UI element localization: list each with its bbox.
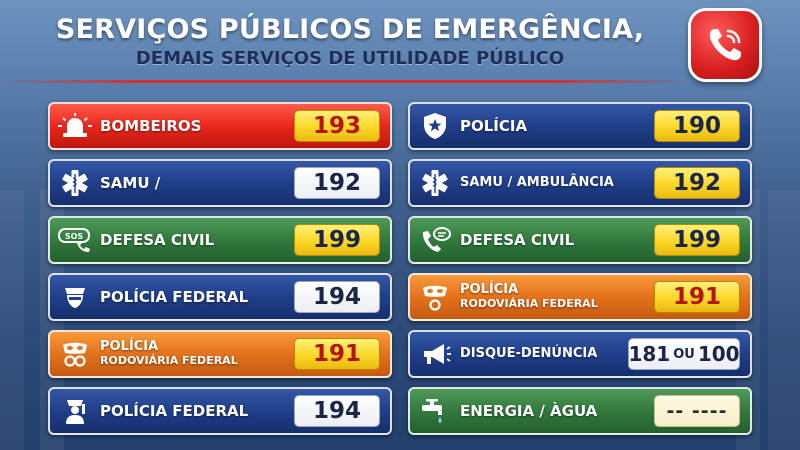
card-policia-federal[interactable]: POLÍCIA FEDERAL 194 <box>48 273 392 321</box>
card-label: ENERGIA / ÀGUA <box>460 401 598 420</box>
number-a: 181 <box>628 342 671 366</box>
card-label: DEFESA CIVIL <box>460 230 575 249</box>
card-label-line2: RODOVIÁRIA FEDERAL <box>100 354 238 367</box>
number-separator: OU <box>673 346 695 362</box>
page-title: SERVIÇOS PÚBLICOS DE EMERGÊNCIA, <box>55 14 645 45</box>
card-disque-denuncia[interactable]: DISQUE-DENÚNCIA 181 OU 100 <box>408 330 752 378</box>
card-label: POLÍCIA <box>460 116 528 135</box>
emergency-number[interactable]: 181 OU 100 <box>628 338 740 370</box>
emergency-number[interactable]: -- ---- <box>654 395 740 427</box>
mask-handcuffs-icon <box>63 342 87 367</box>
emergency-number[interactable]: 199 <box>294 224 380 256</box>
emergency-number[interactable]: 192 <box>654 167 740 199</box>
emergency-number[interactable]: 194 <box>294 281 380 313</box>
card-label-line2: RODOVIÁRIA FEDERAL <box>460 297 598 310</box>
card-defesa-civil-2[interactable]: DEFESA CIVIL 199 <box>408 216 752 264</box>
phone-icon <box>709 29 741 61</box>
card-bombeiros[interactable]: BOMBEIROS 193 <box>48 102 392 150</box>
card-policia[interactable]: POLÍCIA 190 <box>408 102 752 150</box>
card-label: DEFESA CIVIL <box>100 230 215 249</box>
card-label: BOMBEIROS <box>100 116 202 135</box>
card-label: POLÍCIA FEDERAL <box>100 401 249 420</box>
card-label-line1: POLÍCIA <box>460 282 519 297</box>
mask-handcuffs-icon <box>423 285 447 311</box>
star-of-life-icon <box>422 170 448 196</box>
card-samu[interactable]: SAMU / 192 <box>48 159 392 207</box>
card-policia-rodoviaria-2[interactable]: POLÍCIA RODOVIÁRIA FEDERAL 191 <box>408 273 752 321</box>
right-column: POLÍCIA 190 SAMU / AMBULÂNCIA 192 <box>408 102 752 444</box>
police-badge-icon <box>65 288 85 308</box>
card-label-line1: POLÍCIA <box>100 339 159 354</box>
card-label: DISQUE-DENÚNCIA <box>460 346 598 361</box>
card-label: POLÍCIA RODOVIÁRIA FEDERAL <box>100 340 294 368</box>
shield-star-icon <box>424 113 446 139</box>
card-samu-ambulancia[interactable]: SAMU / AMBULÂNCIA 192 <box>408 159 752 207</box>
card-label: SAMU / <box>100 173 161 192</box>
phone-chat-icon <box>422 227 451 252</box>
card-defesa-civil[interactable]: SOS DEFESA CIVIL 199 <box>48 216 392 264</box>
page-subtitle: DEMAIS SERVIÇOS DE UTILIDADE PÚBLICO <box>135 48 565 69</box>
emergency-number[interactable]: 191 <box>654 281 740 313</box>
left-column: BOMBEIROS 193 SAMU / 192 SOS DEFESA <box>48 102 392 444</box>
header-divider <box>0 80 690 83</box>
police-officer-icon <box>66 400 85 424</box>
siren-icon <box>58 113 92 137</box>
card-label: POLÍCIA FEDERAL <box>100 287 249 306</box>
emergency-number[interactable]: 191 <box>294 338 380 370</box>
header: SERVIÇOS PÚBLICOS DE EMERGÊNCIA, DEMAIS … <box>0 0 800 92</box>
svg-text:SOS: SOS <box>65 232 84 241</box>
card-policia-federal-2[interactable]: POLÍCIA FEDERAL 194 <box>48 387 392 435</box>
card-label: POLÍCIA RODOVIÁRIA FEDERAL <box>460 283 654 311</box>
phone-badge <box>688 8 762 82</box>
emergency-number[interactable]: 190 <box>654 110 740 142</box>
emergency-number[interactable]: 194 <box>294 395 380 427</box>
megaphone-icon <box>424 344 451 364</box>
sos-phone-icon: SOS <box>58 228 90 252</box>
emergency-number[interactable]: 199 <box>654 224 740 256</box>
number-b: 100 <box>697 342 740 366</box>
star-of-life-icon <box>62 170 88 196</box>
emergency-number[interactable]: 192 <box>294 167 380 199</box>
card-policia-rodoviaria[interactable]: POLÍCIA RODOVIÁRIA FEDERAL 191 <box>48 330 392 378</box>
emergency-number[interactable]: 193 <box>294 110 380 142</box>
card-energia-agua[interactable]: ENERGIA / ÀGUA -- ---- <box>408 387 752 435</box>
faucet-icon <box>422 399 442 423</box>
card-label: SAMU / AMBULÂNCIA <box>460 175 614 190</box>
